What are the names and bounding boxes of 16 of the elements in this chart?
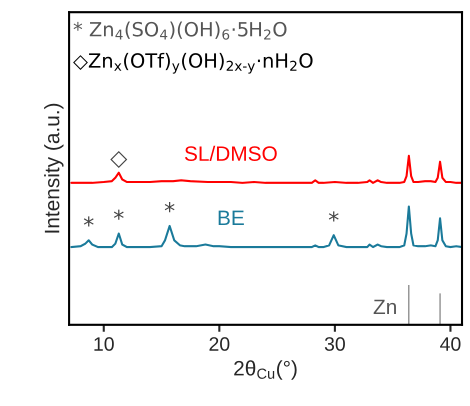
annotation: * (84, 216, 94, 227)
annotation: * (114, 210, 124, 220)
y-axis-title: Intensity (a.u.) (44, 104, 64, 233)
x-tick-label: 30 (324, 337, 345, 351)
annotation: ◇ (110, 151, 128, 168)
series-label: BE (218, 210, 244, 225)
series-label: Zn (374, 300, 396, 314)
x-tick-label: 20 (209, 337, 230, 351)
annotation: * (328, 211, 339, 222)
x-tick-label: 10 (94, 337, 114, 351)
x-tick-label: 40 (440, 337, 461, 351)
text: ◇Zn$_{x}$(OTf)$_{y}$(OH)$_{2x-y}$·nH$_{2}$O (73, 52, 313, 74)
x-axis-title: 2θ$_{Cu}$(°) (234, 360, 297, 380)
text: * Zn$_{4}$(SO$_{4}$)(OH)$_{6}$·5H$_{2}$O (74, 22, 287, 40)
series-label: SL/DMSO (184, 146, 277, 161)
annotation: * (164, 202, 175, 212)
